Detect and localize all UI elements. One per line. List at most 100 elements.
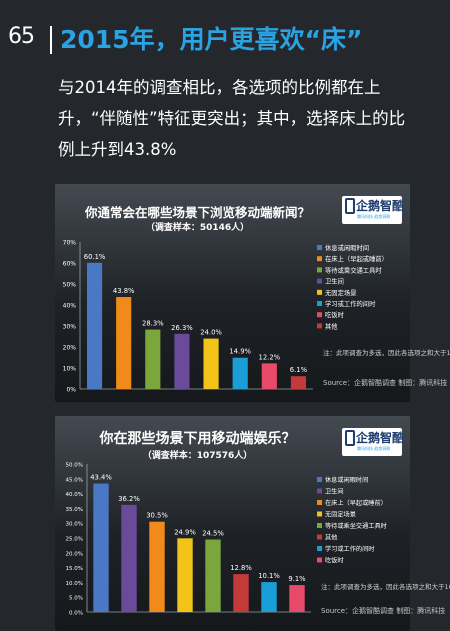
- y-tick-label: 0%: [66, 387, 76, 394]
- legend-swatch: [317, 488, 322, 494]
- bar: [261, 363, 277, 389]
- y-tick-label: 40%: [63, 303, 77, 310]
- y-tick-label: 70%: [63, 240, 77, 247]
- bar-value-label: 14.9%: [229, 348, 251, 356]
- y-tick-label: 10%: [63, 366, 77, 373]
- bar: [289, 585, 305, 612]
- legend-swatch: [317, 323, 322, 329]
- bar-value-label: 6.1%: [290, 366, 308, 374]
- bar: [232, 357, 248, 389]
- bar-value-label: 24.5%: [202, 529, 224, 537]
- legend-swatch: [317, 477, 322, 482]
- chart-source: Source：企鹅智酷调查 制图：腾讯科技: [321, 607, 446, 615]
- bar-value-label: 30.5%: [146, 512, 168, 520]
- bar: [233, 574, 249, 612]
- legend-label: 等待或乘坐交通工具时: [325, 522, 387, 530]
- legend-label: 在床上（早起或睡前）: [325, 499, 387, 507]
- chart-panel-news: 你通常会在哪些场景下浏览移动端新闻？ （调查样本：50146人） 企鹅智酷 腾讯…: [55, 184, 450, 402]
- y-tick-label: 20.0%: [66, 551, 83, 557]
- bar-value-label: 43.4%: [90, 474, 112, 482]
- penguin-icon: [345, 198, 355, 214]
- legend-swatch: [317, 278, 322, 284]
- legend-swatch: [317, 511, 322, 517]
- news-scene-bar-chart: 0% 10% 20% 30% 40% 50% 60% 70% 60.1% 43.8% 28.3% 26…: [63, 240, 388, 394]
- legend-swatch: [317, 557, 322, 563]
- legend-label: 无固定场景: [325, 288, 356, 297]
- entertainment-scene-bar-chart: 0.0% 5.0% 10.0% 15.0% 20.0% 25.0% 30.0% 35.0% 40…: [66, 463, 387, 617]
- y-tick-label: 30%: [63, 324, 77, 331]
- y-tick-label: 20%: [63, 345, 77, 352]
- logo-name: 企鹅智酷: [356, 431, 405, 445]
- y-tick-label: 30.0%: [66, 522, 83, 528]
- brand-logo: 企鹅智酷 腾讯科技 趋势洞察: [342, 428, 405, 456]
- legend-swatch: [317, 312, 322, 318]
- bar-value-label: 12.8%: [230, 564, 252, 572]
- legend-label: 在床上（早起或睡前）: [325, 254, 388, 263]
- y-tick-label: 25.0%: [66, 537, 83, 543]
- y-tick-label: 5.0%: [69, 596, 83, 602]
- bar: [145, 329, 161, 389]
- bar-value-label: 26.3%: [171, 324, 193, 332]
- title-divider: [50, 26, 52, 54]
- penguin-icon: [345, 430, 355, 446]
- bar: [116, 297, 132, 389]
- legend-label: 无固定场景: [325, 511, 356, 519]
- legend-label: 吃饭时: [325, 557, 344, 565]
- logo-tagline: 腾讯科技 趋势洞察: [357, 214, 391, 219]
- bar-value-label: 12.2%: [259, 353, 281, 361]
- legend-label: 其他: [325, 534, 337, 542]
- intro-paragraph: 与2014年的调查相比，各选项的比例都在上升，“伴随性”特征更突出；其中，选择床…: [58, 78, 406, 159]
- logo-tagline: 腾讯科技 趋势洞察: [357, 446, 391, 451]
- legend-swatch: [317, 523, 322, 528]
- legend-swatch: [317, 546, 322, 551]
- bar-value-label: 60.1%: [84, 253, 106, 261]
- bar: [177, 538, 193, 612]
- legend-swatch: [317, 245, 322, 250]
- bar-value-label: 24.9%: [174, 528, 196, 536]
- page-number: 65: [8, 24, 35, 49]
- bar-value-label: 10.1%: [258, 572, 280, 580]
- legend-label: 卫生间: [325, 488, 344, 496]
- bar: [205, 539, 221, 612]
- chart-panel-entertainment: 你在那些场景下用移动端娱乐？ （调查样本：107576人） 企鹅智酷 腾讯科技 …: [55, 416, 450, 631]
- bar: [149, 521, 165, 612]
- legend-label: 学习或工作的间时: [325, 299, 376, 308]
- legend-label: 休息或闲暇时间: [325, 476, 368, 484]
- legend-swatch: [317, 301, 322, 306]
- bar: [261, 582, 277, 612]
- bar-value-label: 36.2%: [118, 495, 140, 503]
- chart-source: Source：企鹅智酷调查 制图：腾讯科技: [323, 379, 448, 387]
- bar-value-label: 9.1%: [288, 575, 306, 583]
- chart-note: 注：此项调查为多选，因此各选项之和大于100%: [323, 349, 450, 357]
- bar-value-label: 28.3%: [142, 320, 164, 328]
- logo-name: 企鹅智酷: [356, 199, 405, 213]
- bar: [86, 262, 103, 389]
- y-tick-label: 10.0%: [66, 581, 83, 587]
- legend-label: 学习或工作的间时: [325, 545, 375, 553]
- chart-title: 你在那些场景下用移动端娱乐？: [99, 431, 296, 447]
- bar: [121, 504, 137, 612]
- chart-subtitle: （调查样本：107576人）: [142, 451, 253, 461]
- legend-swatch: [317, 267, 322, 273]
- legend-label: 休息或闲暇时间: [325, 243, 369, 252]
- bar: [93, 483, 109, 612]
- brand-logo: 企鹅智酷 腾讯科技 趋势洞察: [342, 196, 405, 224]
- y-tick-label: 0.0%: [69, 611, 83, 617]
- bar-value-label: 43.8%: [113, 287, 135, 295]
- y-tick-label: 50.0%: [66, 463, 83, 469]
- chart-note: 注：此项调查为多选，因此各选项之和大于100%: [321, 583, 450, 591]
- chart-subtitle: （调查样本：50146人）: [145, 223, 250, 233]
- legend-swatch: [317, 256, 322, 262]
- bar: [174, 333, 190, 389]
- y-tick-label: 60%: [63, 261, 77, 268]
- legend-label: 吃饭时: [325, 310, 345, 319]
- chart-title: 你通常会在哪些场景下浏览移动端新闻？: [84, 205, 310, 220]
- legend-swatch: [317, 534, 322, 540]
- bar: [203, 338, 219, 389]
- legend-swatch: [317, 289, 322, 295]
- y-tick-label: 35.0%: [66, 507, 83, 513]
- page-title: 2015年，用户更喜欢“床”: [60, 25, 363, 54]
- y-tick-label: 40.0%: [66, 492, 83, 498]
- bar-value-label: 24.0%: [200, 329, 222, 337]
- y-tick-label: 15.0%: [66, 566, 83, 572]
